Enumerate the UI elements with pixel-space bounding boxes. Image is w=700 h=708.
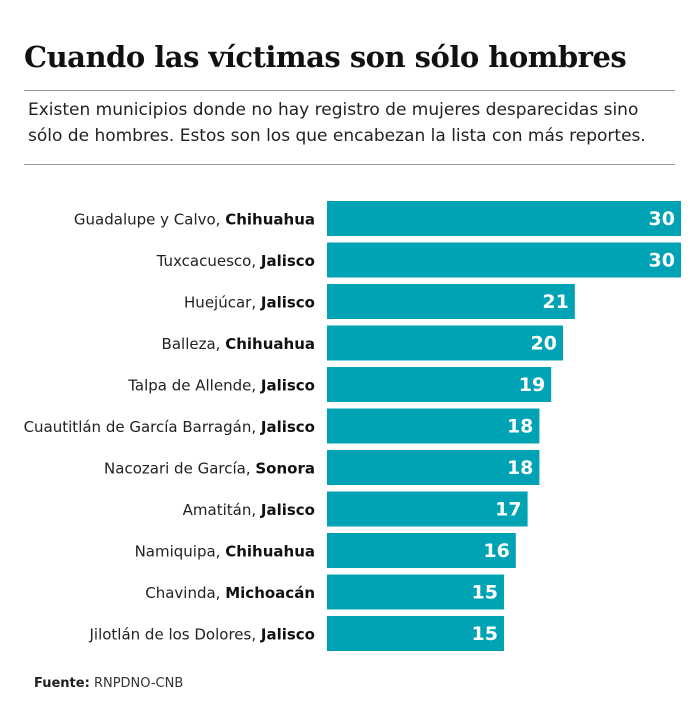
estado-name: Jalisco xyxy=(260,625,315,643)
bar-1 xyxy=(327,201,681,236)
estado-name: Sonora xyxy=(255,459,315,477)
estado-name: Jalisco xyxy=(260,418,315,436)
value-label-2: 30 xyxy=(649,250,675,272)
bar-8 xyxy=(327,491,528,527)
municipio-name: Amatitán, xyxy=(183,501,261,519)
category-label-10: Chavinda, Michoacán xyxy=(145,584,315,602)
source-text: RNPDNO-CNB xyxy=(93,676,184,691)
bar-10 xyxy=(327,574,504,610)
value-label-6: 18 xyxy=(507,416,533,438)
category-label-2: Tuxcacuesco, Jalisco xyxy=(156,252,315,270)
category-label-3: Huejúcar, Jalisco xyxy=(184,293,315,311)
municipio-name: Guadalupe y Calvo, xyxy=(74,210,225,228)
subtitle-line-1: Existen municipios donde no hay registro… xyxy=(28,100,639,120)
chart-title: Cuando las víctimas son sólo hombres xyxy=(24,40,627,74)
estado-name: Jalisco xyxy=(260,501,315,519)
estado-name: Chihuahua xyxy=(225,542,315,560)
category-label-5: Talpa de Allende, Jalisco xyxy=(127,376,315,394)
estado-name: Chihuahua xyxy=(225,210,315,228)
municipio-name: Jilotlán de los Dolores, xyxy=(88,625,260,643)
bar-11 xyxy=(327,616,504,651)
bar-4 xyxy=(327,325,563,361)
value-label-11: 15 xyxy=(472,623,498,645)
value-label-5: 19 xyxy=(519,374,545,396)
municipio-name: Balleza, xyxy=(162,335,226,353)
category-label-4: Balleza, Chihuahua xyxy=(162,335,315,353)
value-label-4: 20 xyxy=(531,333,557,355)
bar-9 xyxy=(327,533,516,568)
value-label-10: 15 xyxy=(472,582,498,604)
value-label-9: 16 xyxy=(483,540,509,562)
category-label-8: Amatitán, Jalisco xyxy=(183,501,315,519)
category-label-1: Guadalupe y Calvo, Chihuahua xyxy=(74,210,315,228)
bar-5 xyxy=(327,367,552,402)
municipio-name: Huejúcar, xyxy=(184,293,261,311)
subtitle-divider xyxy=(24,164,675,165)
estado-name: Jalisco xyxy=(260,376,315,394)
estado-name: Michoacán xyxy=(225,584,315,602)
subtitle-line-2: sólo de hombres. Estos son los que encab… xyxy=(28,126,646,146)
category-label-11: Jilotlán de los Dolores, Jalisco xyxy=(88,625,315,643)
estado-name: Chihuahua xyxy=(225,335,315,353)
municipio-name: Namiquipa, xyxy=(135,542,226,560)
value-label-8: 17 xyxy=(495,499,521,521)
source-label: Fuente: xyxy=(34,676,90,691)
municipio-name: Cuautitlán de García Barragán, xyxy=(24,418,261,436)
municipio-name: Chavinda, xyxy=(145,584,225,602)
bar-3 xyxy=(327,284,575,319)
value-label-3: 21 xyxy=(542,291,568,313)
chart-subtitle: Existen municipios donde no hay registro… xyxy=(28,97,678,149)
bar-7 xyxy=(327,450,540,485)
title-divider xyxy=(24,90,675,91)
source-note: Fuente: RNPDNO-CNB xyxy=(34,676,183,691)
estado-name: Jalisco xyxy=(260,252,315,270)
value-label-7: 18 xyxy=(507,457,533,479)
municipio-name: Nacozari de García, xyxy=(104,459,255,477)
estado-name: Jalisco xyxy=(260,293,315,311)
municipio-name: Tuxcacuesco, xyxy=(156,252,261,270)
value-label-1: 30 xyxy=(649,208,675,230)
municipio-name: Talpa de Allende, xyxy=(127,376,261,394)
category-label-7: Nacozari de García, Sonora xyxy=(104,459,315,477)
category-label-9: Namiquipa, Chihuahua xyxy=(135,542,315,560)
bar-2 xyxy=(327,242,681,278)
category-label-6: Cuautitlán de García Barragán, Jalisco xyxy=(24,418,315,436)
bar-6 xyxy=(327,408,540,444)
